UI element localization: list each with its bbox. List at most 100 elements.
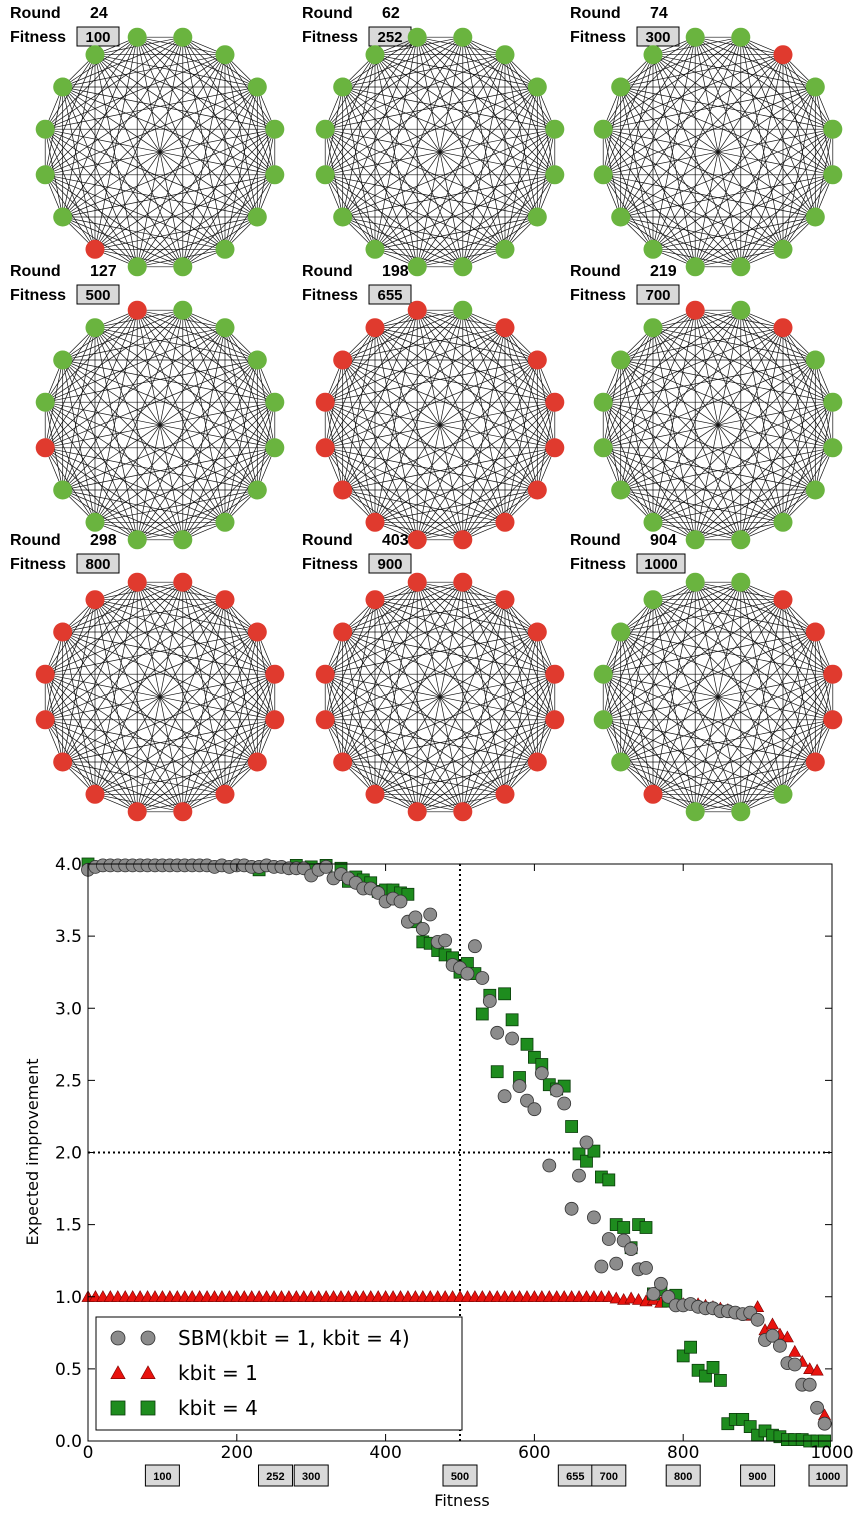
network-edge bbox=[602, 128, 742, 268]
network-edge bbox=[374, 447, 555, 523]
network-edge bbox=[620, 36, 741, 88]
network-node bbox=[611, 207, 631, 227]
data-point bbox=[646, 1287, 661, 1301]
network-edge bbox=[462, 309, 556, 403]
network-edge bbox=[620, 86, 784, 250]
network-edge bbox=[620, 327, 654, 491]
network-node bbox=[85, 512, 105, 532]
network-panel: Round 74 Fitness 300 bbox=[570, 5, 843, 277]
network-edge bbox=[374, 599, 555, 721]
network-node bbox=[215, 512, 235, 532]
network-edge bbox=[652, 54, 833, 130]
network-edge bbox=[44, 674, 96, 795]
network-edge bbox=[694, 37, 816, 218]
network-edge bbox=[94, 37, 184, 250]
network-edge bbox=[652, 359, 816, 523]
network-node bbox=[407, 27, 427, 47]
network-edge bbox=[44, 719, 138, 813]
network-node bbox=[643, 590, 663, 610]
fitness-marker-label: 252 bbox=[266, 1471, 284, 1483]
network-edge bbox=[44, 673, 184, 813]
network-edge bbox=[182, 309, 276, 403]
network-edge bbox=[374, 327, 464, 540]
network-edge bbox=[652, 327, 833, 449]
network-edge bbox=[342, 86, 418, 267]
network-node bbox=[173, 530, 193, 550]
network-node bbox=[35, 119, 55, 139]
data-point bbox=[602, 1290, 616, 1302]
network-edge bbox=[417, 36, 555, 130]
network-edge bbox=[416, 582, 464, 812]
network-edge bbox=[94, 54, 275, 130]
network-edge bbox=[620, 359, 654, 523]
network-edge bbox=[62, 359, 96, 523]
network-node bbox=[495, 239, 515, 259]
network-edge bbox=[620, 37, 696, 218]
network-edge bbox=[325, 599, 506, 675]
fitness-marker: 900 bbox=[740, 1464, 776, 1487]
fitness-marker: 800 bbox=[665, 1464, 701, 1487]
network-node bbox=[265, 664, 285, 684]
network-edge bbox=[504, 674, 556, 795]
network-node bbox=[773, 318, 793, 338]
network-edge bbox=[695, 761, 816, 813]
network-edge bbox=[342, 86, 376, 250]
network-edge bbox=[342, 631, 376, 795]
fitness-marker: 1000 bbox=[808, 1464, 848, 1487]
legend-marker bbox=[110, 1400, 126, 1416]
network-edge bbox=[62, 401, 275, 491]
network-edge bbox=[620, 310, 696, 491]
network-edge bbox=[416, 54, 506, 267]
network-edge bbox=[504, 327, 556, 448]
network-edge bbox=[62, 309, 183, 361]
network-edge bbox=[620, 599, 654, 763]
network-edge bbox=[374, 54, 538, 218]
network-edge bbox=[652, 599, 742, 812]
fitness-box bbox=[636, 26, 680, 47]
network-edge bbox=[224, 129, 276, 250]
network-node bbox=[611, 622, 631, 642]
network-node bbox=[53, 207, 73, 227]
network-edge bbox=[374, 327, 538, 491]
network-node bbox=[265, 392, 285, 412]
network-edge bbox=[603, 447, 784, 523]
network-edge bbox=[416, 582, 506, 795]
network-edge bbox=[652, 310, 742, 523]
network-edge bbox=[342, 359, 418, 540]
data-point bbox=[490, 1065, 504, 1079]
network-node bbox=[823, 710, 843, 730]
network-edge bbox=[652, 327, 816, 491]
network-edge bbox=[462, 581, 556, 675]
network-edge bbox=[416, 37, 506, 250]
network-panel: Round 24 Fitness 100 bbox=[10, 5, 285, 277]
network-node bbox=[315, 392, 335, 412]
data-point bbox=[579, 1135, 594, 1150]
fitness-marker: 700 bbox=[591, 1464, 627, 1487]
data-point bbox=[773, 1338, 787, 1353]
network-edge bbox=[602, 310, 696, 448]
fitness-value: 800 bbox=[85, 556, 110, 573]
network-edge bbox=[652, 719, 833, 795]
network-node bbox=[685, 530, 705, 550]
network-edge bbox=[324, 402, 376, 523]
network-edge bbox=[504, 129, 556, 250]
network-node bbox=[643, 45, 663, 65]
network-edge bbox=[652, 599, 833, 721]
network-node bbox=[215, 784, 235, 804]
network-node bbox=[593, 438, 613, 458]
network-edge bbox=[62, 54, 96, 218]
network-node bbox=[215, 590, 235, 610]
network-edge bbox=[137, 309, 275, 403]
network-node bbox=[365, 318, 385, 338]
data-point bbox=[505, 1031, 519, 1046]
network-node bbox=[333, 752, 353, 772]
network-node bbox=[685, 572, 705, 592]
network-edge bbox=[602, 54, 654, 175]
network-node bbox=[643, 318, 663, 338]
network-node bbox=[731, 530, 751, 550]
fitness-marker-box bbox=[442, 1464, 478, 1487]
network-edge bbox=[182, 359, 258, 540]
network-node bbox=[127, 257, 147, 277]
network-node bbox=[823, 392, 843, 412]
data-point bbox=[319, 860, 334, 874]
